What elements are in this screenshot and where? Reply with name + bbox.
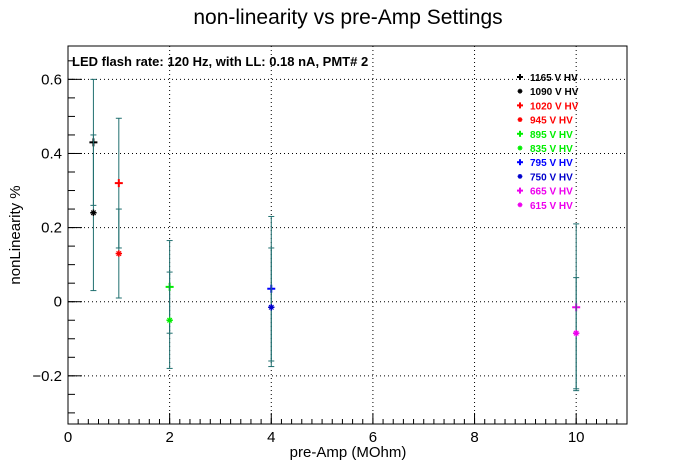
y-tick-label: 0.6: [41, 71, 62, 88]
star-marker-d2: [517, 117, 523, 122]
star-marker-d2: [90, 210, 97, 216]
data-point: [268, 247, 275, 368]
chart-annotation: LED flash rate: 120 Hz, with LL: 0.18 nA…: [72, 54, 368, 69]
star-marker-d2: [268, 304, 274, 310]
legend-label: 1090 V HV: [530, 87, 579, 98]
axis-ticks: 0 2 4 6 8 10 −0.2 0 0.2 0.4 0.6: [32, 60, 628, 446]
legend-entry: 615 V HV: [517, 201, 573, 212]
y-tick-label: −0.2: [32, 368, 62, 385]
legend-label: 1020 V HV: [530, 101, 579, 112]
legend-label: 795 V HV: [530, 158, 573, 169]
legend-entry: 750 V HV: [517, 172, 573, 183]
star-marker-d2: [517, 145, 523, 151]
star-marker-d2: [116, 250, 122, 257]
star-marker-d2: [573, 330, 579, 336]
legend-entry: 895 V HV: [517, 130, 573, 141]
legend: 1165 V HV 1090 V HV 1020 V HV 945 V HV 895 V…: [517, 73, 579, 212]
star-marker-d2: [166, 317, 173, 323]
star-marker-d2: [517, 174, 523, 179]
legend-entry: 1165 V HV: [517, 73, 578, 84]
x-tick-label: 10: [568, 429, 585, 446]
legend-entry: 1090 V HV: [517, 87, 579, 98]
legend-label: 615 V HV: [530, 201, 573, 212]
x-tick-label: 8: [470, 429, 478, 446]
legend-label: 835 V HV: [530, 144, 573, 155]
legend-entry: 945 V HV: [517, 116, 573, 127]
y-axis-label: nonLinearity %: [7, 185, 24, 284]
y-tick-label: 0.2: [41, 220, 62, 237]
data-point: [90, 134, 97, 292]
legend-entry: 1020 V HV: [517, 101, 579, 112]
y-tick-label: 0: [54, 294, 62, 311]
legend-label: 665 V HV: [530, 187, 573, 198]
chart-title: non-linearity vs pre-Amp Settings: [193, 6, 502, 29]
y-tick-label: 0.4: [41, 145, 62, 162]
data-point: [572, 277, 580, 390]
star-marker-d2: [517, 89, 523, 94]
data-points: [89, 78, 581, 392]
data-point: [115, 208, 123, 299]
legend-entry: 835 V HV: [517, 144, 573, 155]
x-tick-label: 2: [165, 429, 173, 446]
legend-entry: 665 V HV: [517, 187, 573, 198]
x-tick-label: 0: [64, 429, 72, 446]
x-axis-label: pre-Amp (MOhm): [290, 444, 407, 461]
legend-entry: 795 V HV: [517, 158, 573, 169]
legend-label: 1165 V HV: [530, 73, 578, 84]
data-point: [166, 271, 173, 369]
star-marker-d2: [517, 202, 523, 207]
legend-label: 945 V HV: [530, 116, 573, 127]
x-tick-label: 4: [267, 429, 275, 446]
legend-label: 750 V HV: [530, 172, 573, 183]
plot-frame: [67, 45, 628, 425]
x-tick-label: 6: [369, 429, 377, 446]
legend-label: 895 V HV: [530, 130, 573, 141]
